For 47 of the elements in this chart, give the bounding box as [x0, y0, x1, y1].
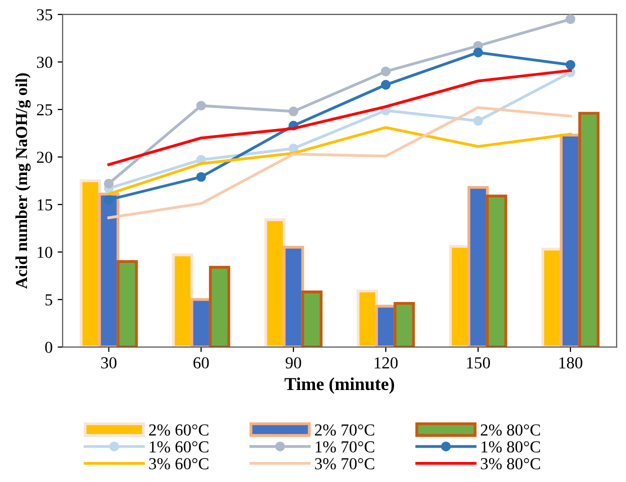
point [566, 14, 576, 24]
bar [356, 290, 378, 348]
legend-label: 3% 80°C [480, 458, 540, 470]
bar [578, 112, 600, 348]
bar [208, 266, 230, 348]
x-tick-label: 90 [286, 357, 302, 368]
legend-label: 1% 60°C [150, 441, 208, 453]
legend-label: 2% 80°C [480, 424, 540, 436]
legend-label: 1% 70°C [316, 441, 374, 453]
y-tick-label: 15 [38, 199, 52, 210]
y-tick-label: 20 [36, 152, 52, 163]
x-tick-label: 30 [101, 357, 116, 368]
x-tick-label: 150 [467, 357, 490, 368]
legend-label: 3% 60°C [149, 458, 208, 470]
x-tick-label: 180 [559, 357, 582, 368]
point [473, 48, 483, 58]
y-tick-label: 35 [37, 9, 52, 20]
legend-label: 2% 70°C [314, 424, 374, 436]
point [288, 106, 298, 116]
line-series [107, 106, 572, 220]
y-axis-title: Acid number (mg NaOH/g oil) [15, 73, 31, 289]
bar [116, 260, 138, 348]
point [196, 100, 206, 111]
bar [282, 246, 304, 348]
x-tick-label: 60 [193, 357, 209, 368]
legend-label: 3% 70°C [315, 458, 374, 470]
point [104, 178, 114, 188]
bar [394, 302, 415, 348]
bar [98, 192, 120, 348]
y-tick-label: 5 [46, 294, 52, 306]
legend-label: 2% 60°C [149, 424, 208, 436]
bar [486, 194, 508, 348]
y-tick-label: 30 [37, 56, 52, 68]
x-tick-label: 120 [374, 357, 398, 368]
legend-label: 1% 80°C [482, 441, 540, 453]
x-axis-title: Time (minute) [284, 377, 394, 394]
point [196, 172, 206, 182]
bar [172, 253, 194, 348]
y-tick-label: 0 [45, 342, 52, 353]
y-tick-label: 10 [38, 246, 52, 258]
point [566, 60, 576, 70]
point [473, 116, 483, 126]
point [380, 66, 391, 76]
point [104, 194, 114, 205]
y-tick-label: 25 [36, 104, 52, 116]
point [380, 80, 391, 90]
bar [301, 290, 323, 348]
